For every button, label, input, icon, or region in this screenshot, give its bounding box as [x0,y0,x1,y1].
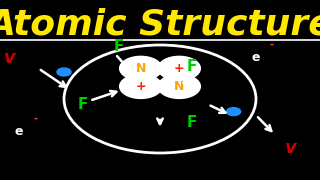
Circle shape [120,75,162,98]
Text: F: F [187,59,197,74]
Text: e: e [252,51,260,64]
Circle shape [120,57,162,80]
Text: -: - [270,40,274,50]
Text: +: + [174,62,185,75]
Circle shape [57,68,71,76]
Text: F: F [113,39,124,54]
Text: N: N [174,80,184,93]
Text: e: e [15,125,23,138]
Text: F: F [78,97,88,112]
Text: v: v [4,49,15,67]
Text: v: v [285,139,297,157]
Text: N: N [136,62,146,75]
Text: Atomic Structure: Atomic Structure [0,7,320,41]
Text: -: - [33,114,37,124]
Circle shape [158,75,200,98]
Circle shape [158,57,200,80]
Text: +: + [135,80,146,93]
Circle shape [227,108,241,116]
Text: F: F [187,115,197,130]
